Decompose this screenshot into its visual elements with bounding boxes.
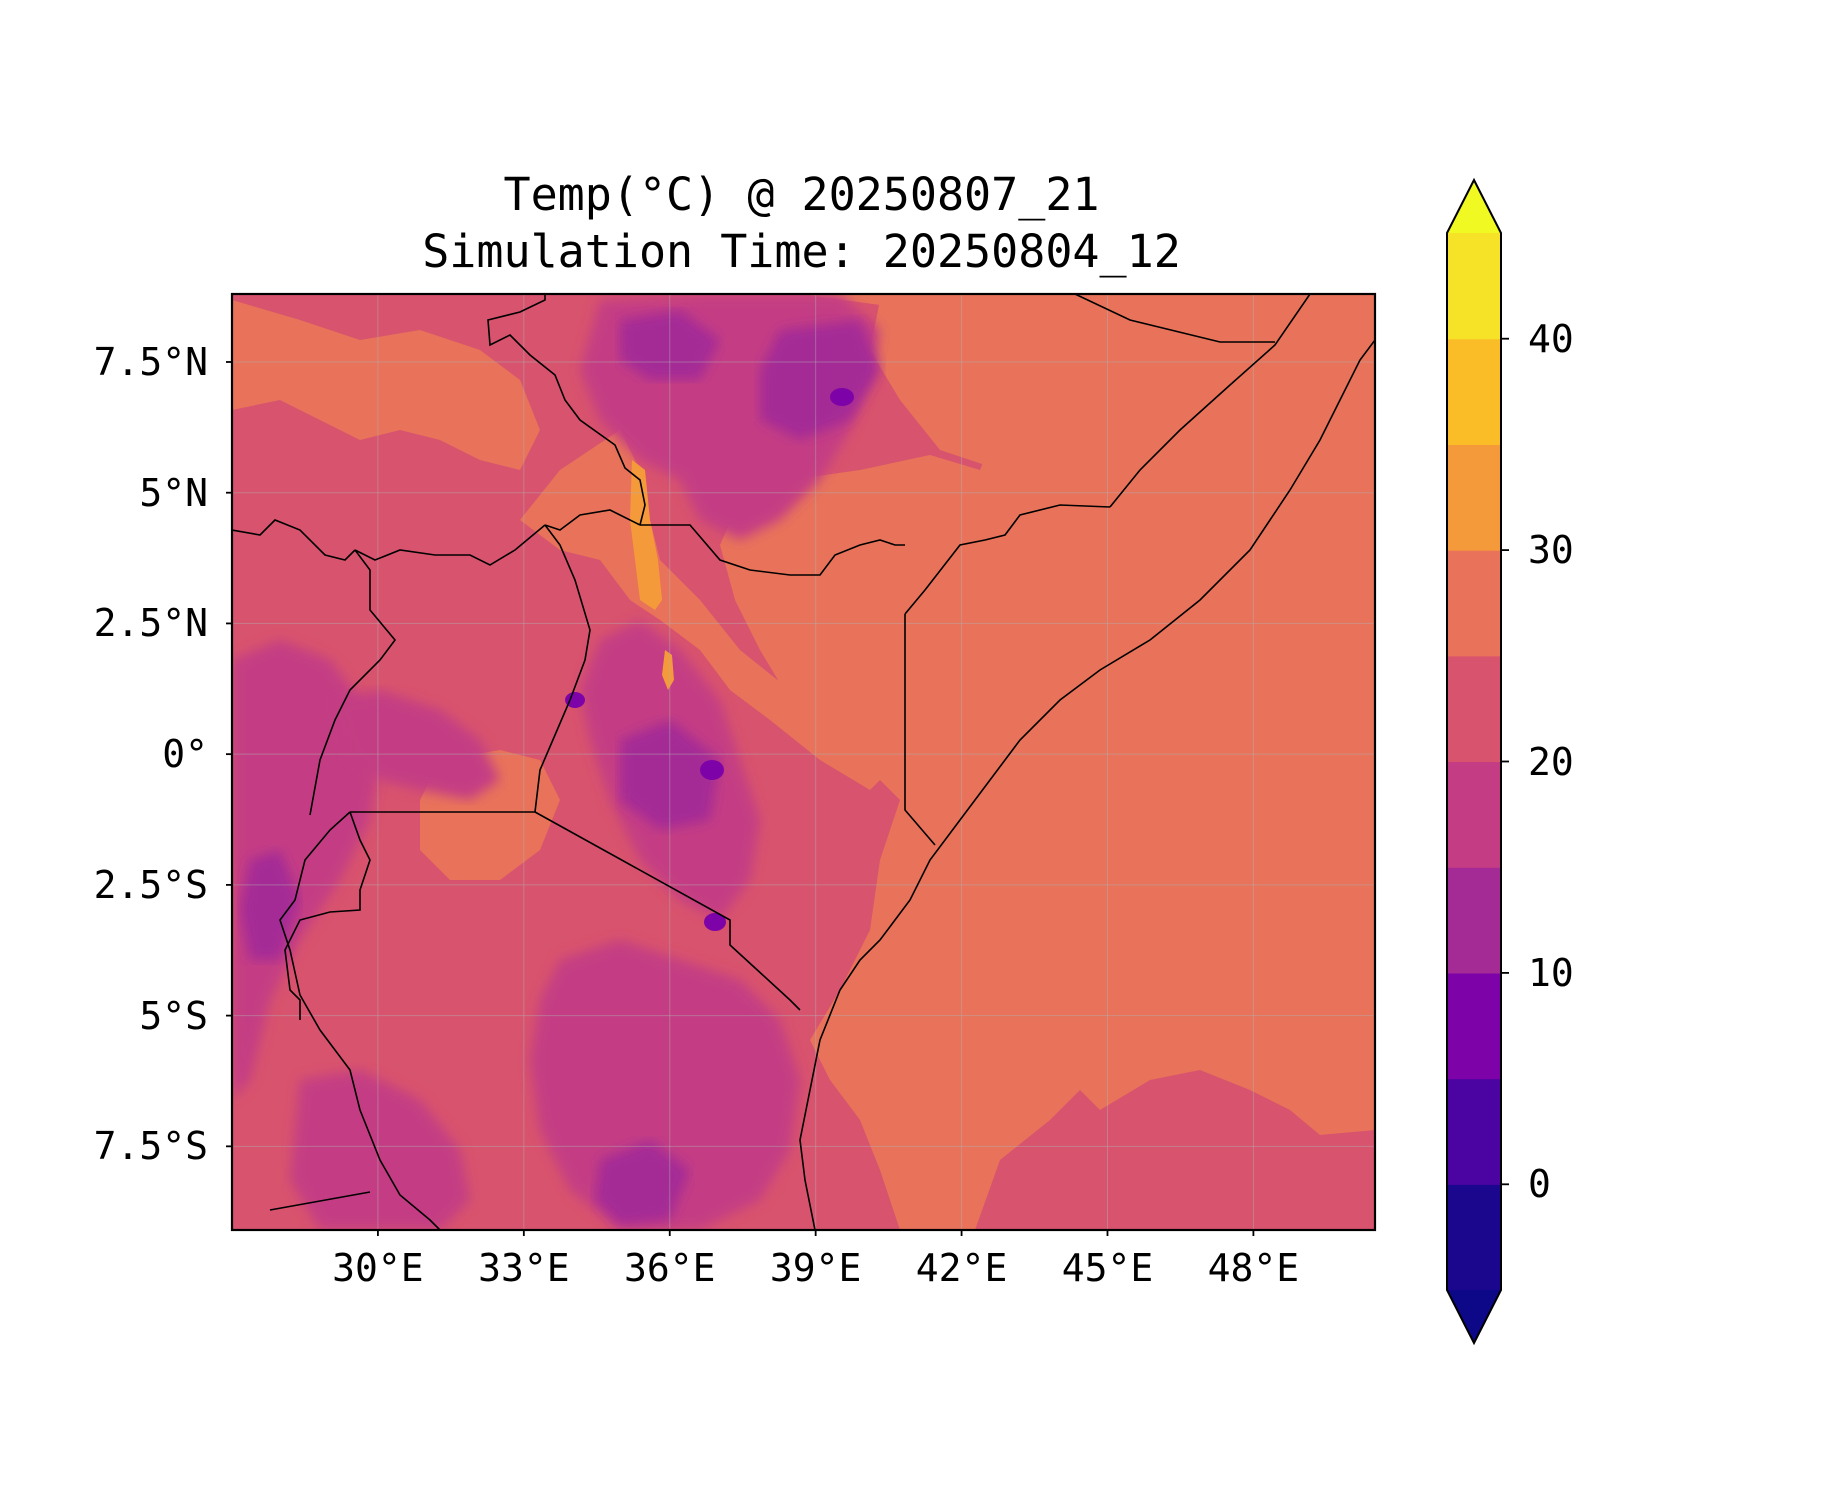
lon-tick-label: 48°E bbox=[1207, 1246, 1300, 1290]
cold-spot-ethiopia-a bbox=[620, 310, 720, 380]
lon-tick-label: 39°E bbox=[769, 1246, 862, 1290]
gridlines bbox=[232, 294, 1375, 1230]
cold-spot-ethiopia-b bbox=[760, 320, 880, 440]
lat-tick-label: 5°S bbox=[139, 993, 208, 1038]
lat-tick-label: 5°N bbox=[139, 470, 208, 515]
lon-tick-label: 30°E bbox=[332, 1246, 424, 1290]
colorbar-tick-label: 20 bbox=[1528, 739, 1574, 784]
border-rwanda-burundi bbox=[284, 811, 371, 1020]
axis-ticks bbox=[226, 361, 1255, 1236]
colorbar-tick-label: 30 bbox=[1528, 528, 1574, 573]
colorbar-outline bbox=[1446, 177, 1502, 1346]
colorbar-bin bbox=[1447, 761, 1501, 868]
colorbar-bin bbox=[1447, 550, 1501, 657]
coastline bbox=[799, 339, 1375, 1230]
map-frame bbox=[230, 292, 1377, 1232]
map-subtitle: Simulation Time: 20250804_12 bbox=[422, 225, 1181, 278]
colorbar-bin bbox=[1447, 867, 1501, 974]
lon-tick-label: 33°E bbox=[478, 1246, 570, 1290]
colorbar-bin bbox=[1447, 338, 1501, 445]
border-kenya-ethiopia bbox=[904, 504, 1111, 615]
border-tanzania-zambia bbox=[269, 1191, 371, 1211]
border-uganda-drc bbox=[309, 549, 397, 816]
cool-region-southwest bbox=[290, 1070, 470, 1230]
temperature-field bbox=[232, 294, 1375, 1230]
hot-region-turkana-south bbox=[662, 650, 674, 690]
colorbar-bin bbox=[1447, 233, 1501, 340]
border-south-sudan-ethiopia bbox=[487, 294, 646, 526]
colorbar-extend-under bbox=[1447, 1290, 1501, 1343]
peak-ethiopia bbox=[830, 388, 854, 406]
cool-region-rift-west bbox=[232, 640, 380, 1100]
border-tanzania-drc bbox=[279, 811, 441, 1230]
colorbar-bin bbox=[1447, 444, 1501, 551]
warm-region-north-ethiopia bbox=[870, 294, 1300, 470]
peak-mt-kenya bbox=[700, 760, 724, 780]
country-borders bbox=[232, 294, 1375, 1230]
colorbar bbox=[1446, 177, 1509, 1346]
lat-tick-label: 0° bbox=[162, 732, 208, 777]
warm-region-west bbox=[232, 300, 540, 470]
colorbar-bin bbox=[1447, 972, 1501, 1080]
border-kenya-uganda bbox=[534, 524, 591, 813]
border-kenya-somalia bbox=[904, 614, 936, 846]
warm-region-north-plateau bbox=[520, 430, 900, 790]
border-uganda-south-sudan bbox=[354, 524, 546, 566]
colorbar-tick-label: 0 bbox=[1528, 1162, 1551, 1207]
colorbar-bin bbox=[1447, 655, 1501, 763]
warm-region-east bbox=[720, 294, 1375, 1230]
lon-tick-label: 42°E bbox=[915, 1246, 1008, 1290]
map-title: Temp(°C) @ 20250807_21 bbox=[503, 168, 1100, 221]
border-ethiopia-somalia bbox=[1109, 294, 1311, 508]
lon-tick-label: 45°E bbox=[1061, 1246, 1154, 1290]
cold-spot-kenya bbox=[620, 720, 720, 830]
border-kenya-tanzania bbox=[534, 811, 801, 1011]
colorbar-tick-label: 10 bbox=[1528, 950, 1574, 995]
lat-tick-label: 7.5°N bbox=[93, 339, 208, 384]
lat-tick-label: 2.5°N bbox=[93, 601, 208, 646]
cold-spot-tanzania bbox=[595, 1140, 690, 1225]
border-ethiopia-djibouti bbox=[1074, 294, 1275, 343]
border-ethiopia-kenya-north bbox=[640, 524, 905, 576]
cool-region-uganda bbox=[330, 690, 500, 800]
peak-kilimanjaro bbox=[704, 913, 726, 931]
border-kenya-south-sudan bbox=[544, 509, 641, 531]
cool-region-tanzania bbox=[530, 940, 800, 1230]
colorbar-bin bbox=[1447, 1078, 1501, 1185]
lat-tick-label: 2.5°S bbox=[93, 862, 208, 907]
lat-tick-label: 7.5°S bbox=[93, 1124, 208, 1169]
peak-mt-elgon bbox=[565, 692, 585, 708]
border-drc-south-sudan bbox=[232, 519, 356, 561]
colorbar-tick-label: 40 bbox=[1528, 316, 1574, 361]
colorbar-extend-over bbox=[1447, 180, 1501, 233]
colorbar-bin bbox=[1447, 1184, 1501, 1291]
lon-tick-label: 36°E bbox=[623, 1246, 716, 1290]
hot-region-turkana bbox=[630, 460, 662, 610]
